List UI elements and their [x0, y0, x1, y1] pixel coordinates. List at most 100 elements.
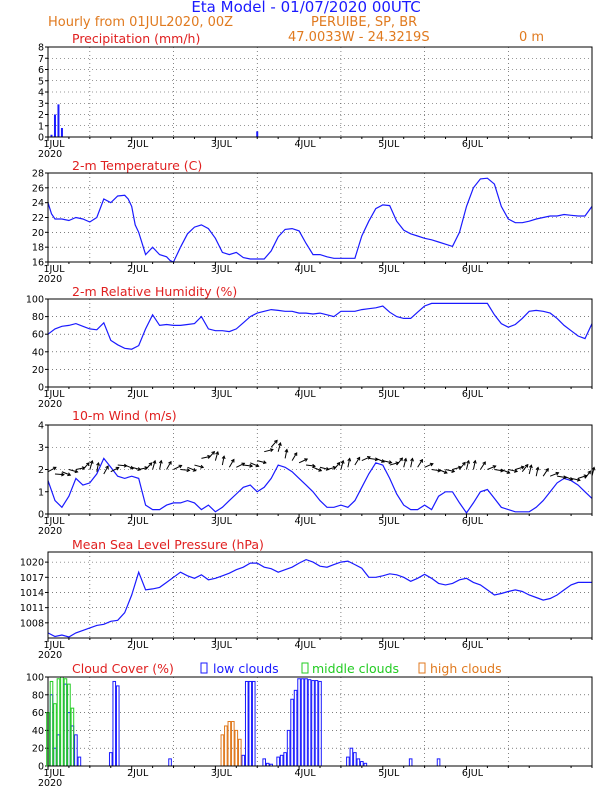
- wind-arrowhead: [61, 472, 65, 477]
- y-tick-label: 1011: [20, 603, 44, 614]
- y-tick-label: 40: [32, 347, 44, 358]
- wind-arrow: [403, 458, 407, 468]
- wind-arrow: [584, 470, 591, 479]
- cloud-bar: [304, 678, 308, 767]
- cloud-bar: [108, 752, 113, 767]
- plot-frame: [47, 676, 593, 767]
- wind-arrow: [166, 461, 172, 470]
- cloud-bar: [307, 679, 312, 767]
- x-year-label: 2020: [38, 778, 62, 789]
- y-tick-label: 80: [32, 690, 44, 701]
- wind-arrowhead: [96, 461, 100, 466]
- y-tick-label: 0: [38, 510, 44, 521]
- x-tick-label: 6JUL: [462, 768, 484, 779]
- wind-arrowhead: [74, 469, 79, 474]
- wind-arrowhead: [555, 471, 560, 476]
- wind-arrowhead: [158, 459, 163, 464]
- wind-arrowhead: [336, 461, 341, 466]
- wind-arrow: [431, 469, 441, 472]
- y-tick-label: 0: [38, 133, 44, 144]
- cloud-bar: [356, 758, 361, 767]
- wind-arrowhead: [255, 463, 260, 468]
- wind-arrow: [361, 456, 371, 462]
- cloud-bar: [353, 752, 357, 767]
- x-tick-label: 1JUL: [43, 516, 65, 527]
- wind-arrow: [187, 466, 196, 472]
- wind-arrowhead: [388, 460, 393, 465]
- legend-low-swatch: [200, 662, 208, 674]
- x-tick-label: 5JUL: [378, 264, 400, 275]
- y-tick-label: 1017: [20, 573, 44, 584]
- legend-high-label: high clouds: [430, 661, 502, 676]
- legend-middle-swatch: [301, 662, 309, 674]
- x-tick-label: 2JUL: [127, 264, 149, 275]
- x-tick-label: 4JUL: [295, 768, 317, 779]
- x-tick-label: 3JUL: [211, 264, 233, 275]
- wind-arrow: [465, 460, 470, 470]
- wind-arrowhead: [356, 456, 361, 461]
- cloud-bar: [360, 761, 364, 767]
- panel-5: 0 20 40 60 80 100 1JUL 2JUL 3JUL 4JUL 5JUL 6JUL 2020: [26, 673, 593, 789]
- wind-arrow: [487, 465, 496, 470]
- y-tick-label: 16: [32, 258, 44, 269]
- wind-arrow: [375, 457, 385, 463]
- wind-arrow: [354, 457, 361, 466]
- y-tick-label: 20: [32, 228, 44, 239]
- panel-3: 0 1 2 3 4 1JUL 2JUL 3JUL 4JUL 5JUL 6JUL 2020: [38, 421, 596, 537]
- wind-arrow: [528, 465, 532, 475]
- wind-arrow: [389, 462, 399, 466]
- elevation-label: 0 m: [519, 30, 544, 45]
- cloud-bar: [67, 683, 71, 767]
- x-year-label: 2020: [38, 149, 62, 160]
- wind-arrowhead: [576, 477, 581, 482]
- x-tick-label: 1JUL: [43, 389, 65, 400]
- wind-arrowhead: [284, 448, 289, 453]
- legend-high-swatch: [418, 662, 426, 674]
- wind-title: 10-m Wind (m/s): [72, 408, 177, 423]
- cloud-bar: [293, 689, 298, 767]
- cloud-bar: [231, 721, 235, 767]
- wind-arrowhead: [200, 464, 205, 469]
- wind-arrow: [501, 469, 510, 474]
- humidity-title: 2-m Relative Humidity (%): [72, 284, 237, 299]
- wind-arrow: [82, 462, 90, 470]
- cloud-bar: [227, 721, 232, 767]
- x-year-label: 2020: [38, 399, 62, 410]
- wind-arrow: [47, 466, 57, 473]
- wind-arrowhead: [514, 469, 519, 473]
- cloud-bar: [49, 680, 54, 767]
- wind-arrow: [110, 467, 119, 473]
- panel-4: 1008 1011 1014 1017 1020 1JUL 2JUL 3JUL 4JUL 5JUL…: [20, 551, 593, 661]
- wind-arrow: [549, 472, 559, 477]
- y-tick-label: 0: [38, 762, 44, 773]
- wind-arrow: [250, 462, 259, 467]
- wind-arrow: [570, 477, 580, 481]
- wind-arrow: [194, 464, 204, 468]
- y-tick-label: 60: [32, 330, 44, 341]
- wind-arrow: [180, 469, 190, 471]
- wind-arrow: [417, 459, 423, 468]
- wind-arrow: [445, 469, 455, 473]
- cloud-bar: [318, 680, 322, 767]
- wind-arrow: [236, 462, 245, 468]
- wind-arrow: [382, 460, 392, 464]
- wind-arrowhead: [86, 462, 90, 466]
- temp-title: 2-m Temperature (C): [72, 158, 202, 173]
- wind-arrowhead: [137, 467, 142, 471]
- wind-arrowhead: [419, 458, 423, 463]
- y-tick-label: 5: [38, 76, 44, 87]
- wind-arrowhead: [506, 470, 511, 474]
- wind-arrow: [396, 457, 403, 466]
- y-tick-label: 2: [38, 465, 44, 476]
- wind-arrowhead: [535, 466, 540, 471]
- wind-arrow: [452, 466, 462, 470]
- x-year-label: 2020: [38, 650, 62, 661]
- wind-arrowhead: [528, 464, 533, 469]
- x-tick-label: 6JUL: [462, 139, 484, 150]
- y-tick-label: 20: [32, 365, 44, 376]
- y-tick-label: 6: [38, 65, 44, 76]
- wind-arrowhead: [186, 468, 191, 473]
- wind-arrow: [563, 475, 573, 481]
- wind-arrowhead: [89, 459, 94, 464]
